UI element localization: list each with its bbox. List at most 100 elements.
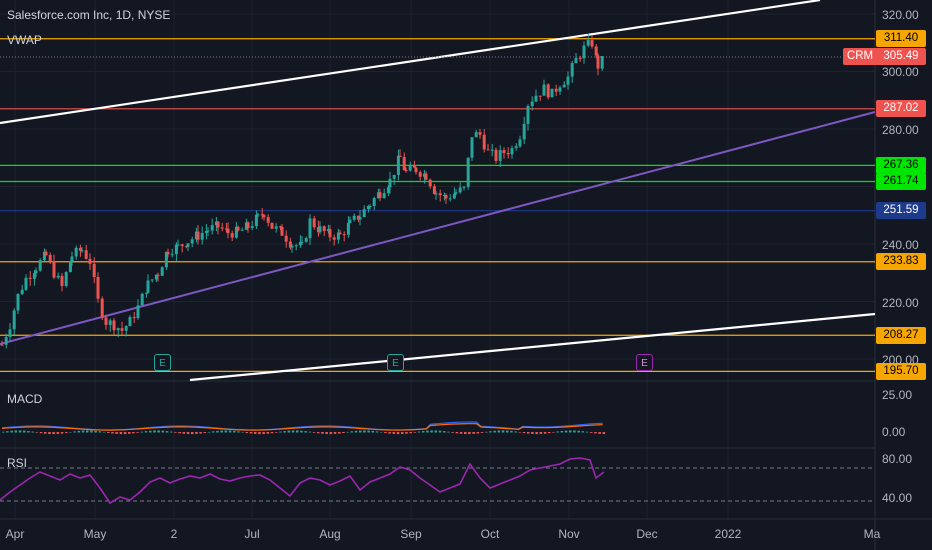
candle-body: [206, 230, 210, 232]
macd-histogram-bar: [39, 432, 43, 434]
candle-body: [132, 317, 136, 319]
candle-body: [48, 254, 52, 262]
upper-trendline[interactable]: [0, 0, 821, 125]
level-tag[interactable]: 251.59: [876, 202, 926, 220]
price-tick: 240.00: [882, 238, 919, 252]
candle-body: [154, 274, 158, 280]
macd-histogram-bar: [438, 430, 442, 433]
candle-body: [342, 234, 346, 236]
macd-histogram-bar: [291, 430, 295, 433]
candle-body: [362, 209, 366, 218]
macd-histogram-bar: [564, 430, 568, 433]
macd-histogram-bar: [518, 432, 522, 433]
macd-histogram-bar: [287, 430, 291, 433]
macd-histogram-bar: [602, 432, 606, 435]
macd-histogram-bar: [186, 432, 190, 435]
macd-histogram-bar: [132, 432, 135, 434]
macd-histogram-bar: [472, 432, 475, 434]
candle-body: [226, 228, 230, 234]
macd-histogram-bar: [178, 432, 181, 434]
upcoming-earnings-icon[interactable]: E: [636, 354, 653, 371]
level-tag[interactable]: 195.70: [876, 362, 926, 380]
candle-body: [438, 193, 442, 196]
candle-body: [372, 198, 376, 206]
candle-body: [284, 235, 288, 242]
macd-histogram-bar: [157, 430, 160, 433]
macd-histogram-bar: [35, 432, 39, 433]
candle-body: [186, 243, 190, 247]
candle-body: [470, 137, 474, 158]
candle-body: [44, 251, 48, 255]
macd-histogram-bar: [296, 430, 299, 433]
candle-body: [402, 156, 406, 170]
macd-histogram-bar: [191, 432, 194, 435]
macd-histogram-bar: [44, 432, 47, 434]
macd-tick: 25.00: [882, 388, 913, 402]
candle-body: [260, 214, 264, 216]
candle-body: [144, 292, 148, 294]
macd-histogram-bar: [594, 432, 597, 434]
candle-body: [96, 276, 100, 299]
candle-body: [542, 84, 546, 96]
macd-histogram-bar: [228, 430, 232, 433]
macd-histogram-bar: [552, 432, 555, 433]
macd-histogram-bar: [249, 432, 253, 434]
signal-line: [1, 423, 603, 431]
candle-body: [34, 270, 38, 274]
candle-body: [316, 227, 320, 233]
macd-histogram-bar: [6, 431, 9, 433]
candle-body: [204, 231, 208, 233]
macd-histogram-bar: [451, 432, 454, 433]
candle-body: [462, 186, 466, 188]
macd-histogram-bar: [136, 432, 139, 433]
lower-trendline[interactable]: [189, 312, 876, 382]
candle-body: [270, 222, 274, 229]
candle-body: [494, 149, 498, 161]
level-tag[interactable]: 311.40: [876, 30, 926, 48]
macd-histogram-bar: [346, 431, 349, 433]
level-tag[interactable]: 267.36: [876, 156, 926, 174]
level-tag[interactable]: 261.74: [876, 172, 926, 190]
level-tag[interactable]: 233.83: [876, 253, 926, 271]
candle-body: [486, 149, 490, 151]
candle-body: [418, 172, 422, 177]
macd-histogram-bar: [531, 432, 534, 434]
level-tag[interactable]: 287.02: [876, 100, 926, 118]
candle-body: [304, 238, 308, 242]
macd-histogram-bar: [111, 432, 114, 434]
vwap-indicator-label[interactable]: VWAP: [7, 33, 42, 47]
macd-tick: 0.00: [882, 425, 906, 439]
macd-histogram-bar: [413, 432, 417, 433]
candle-body: [80, 250, 84, 252]
candle-body: [550, 88, 554, 98]
macd-histogram-bar: [480, 432, 484, 433]
candle-body: [596, 55, 600, 69]
candle-body: [164, 252, 168, 268]
level-tag[interactable]: 208.27: [876, 326, 926, 344]
candle-body: [298, 241, 302, 246]
macd-indicator-label[interactable]: MACD: [7, 392, 43, 406]
candle-body: [194, 231, 198, 240]
candle-body: [230, 233, 234, 238]
candle-body: [38, 260, 42, 271]
macd-histogram-bar: [338, 432, 341, 434]
candle-body: [336, 232, 340, 240]
candle-body: [190, 239, 194, 244]
candle-body: [108, 320, 112, 325]
macd-histogram-bar: [384, 432, 387, 434]
middle-trendline[interactable]: [0, 111, 876, 345]
earnings-icon[interactable]: E: [387, 354, 404, 371]
macd-histogram-bar: [527, 432, 530, 434]
earnings-icon[interactable]: E: [154, 354, 171, 371]
rsi-indicator-label[interactable]: RSI: [7, 456, 28, 470]
macd-histogram-bar: [275, 432, 278, 433]
macd-histogram-bar: [81, 430, 85, 433]
time-axis-label: May: [83, 527, 107, 541]
candle-body: [176, 244, 180, 246]
candle-body: [256, 214, 260, 216]
horizontal-levels: [0, 38, 875, 372]
macd-histogram-bar: [60, 432, 64, 434]
macd-histogram-bar: [304, 431, 307, 433]
symbol-title[interactable]: Salesforce.com Inc, 1D, NYSE: [7, 8, 171, 22]
